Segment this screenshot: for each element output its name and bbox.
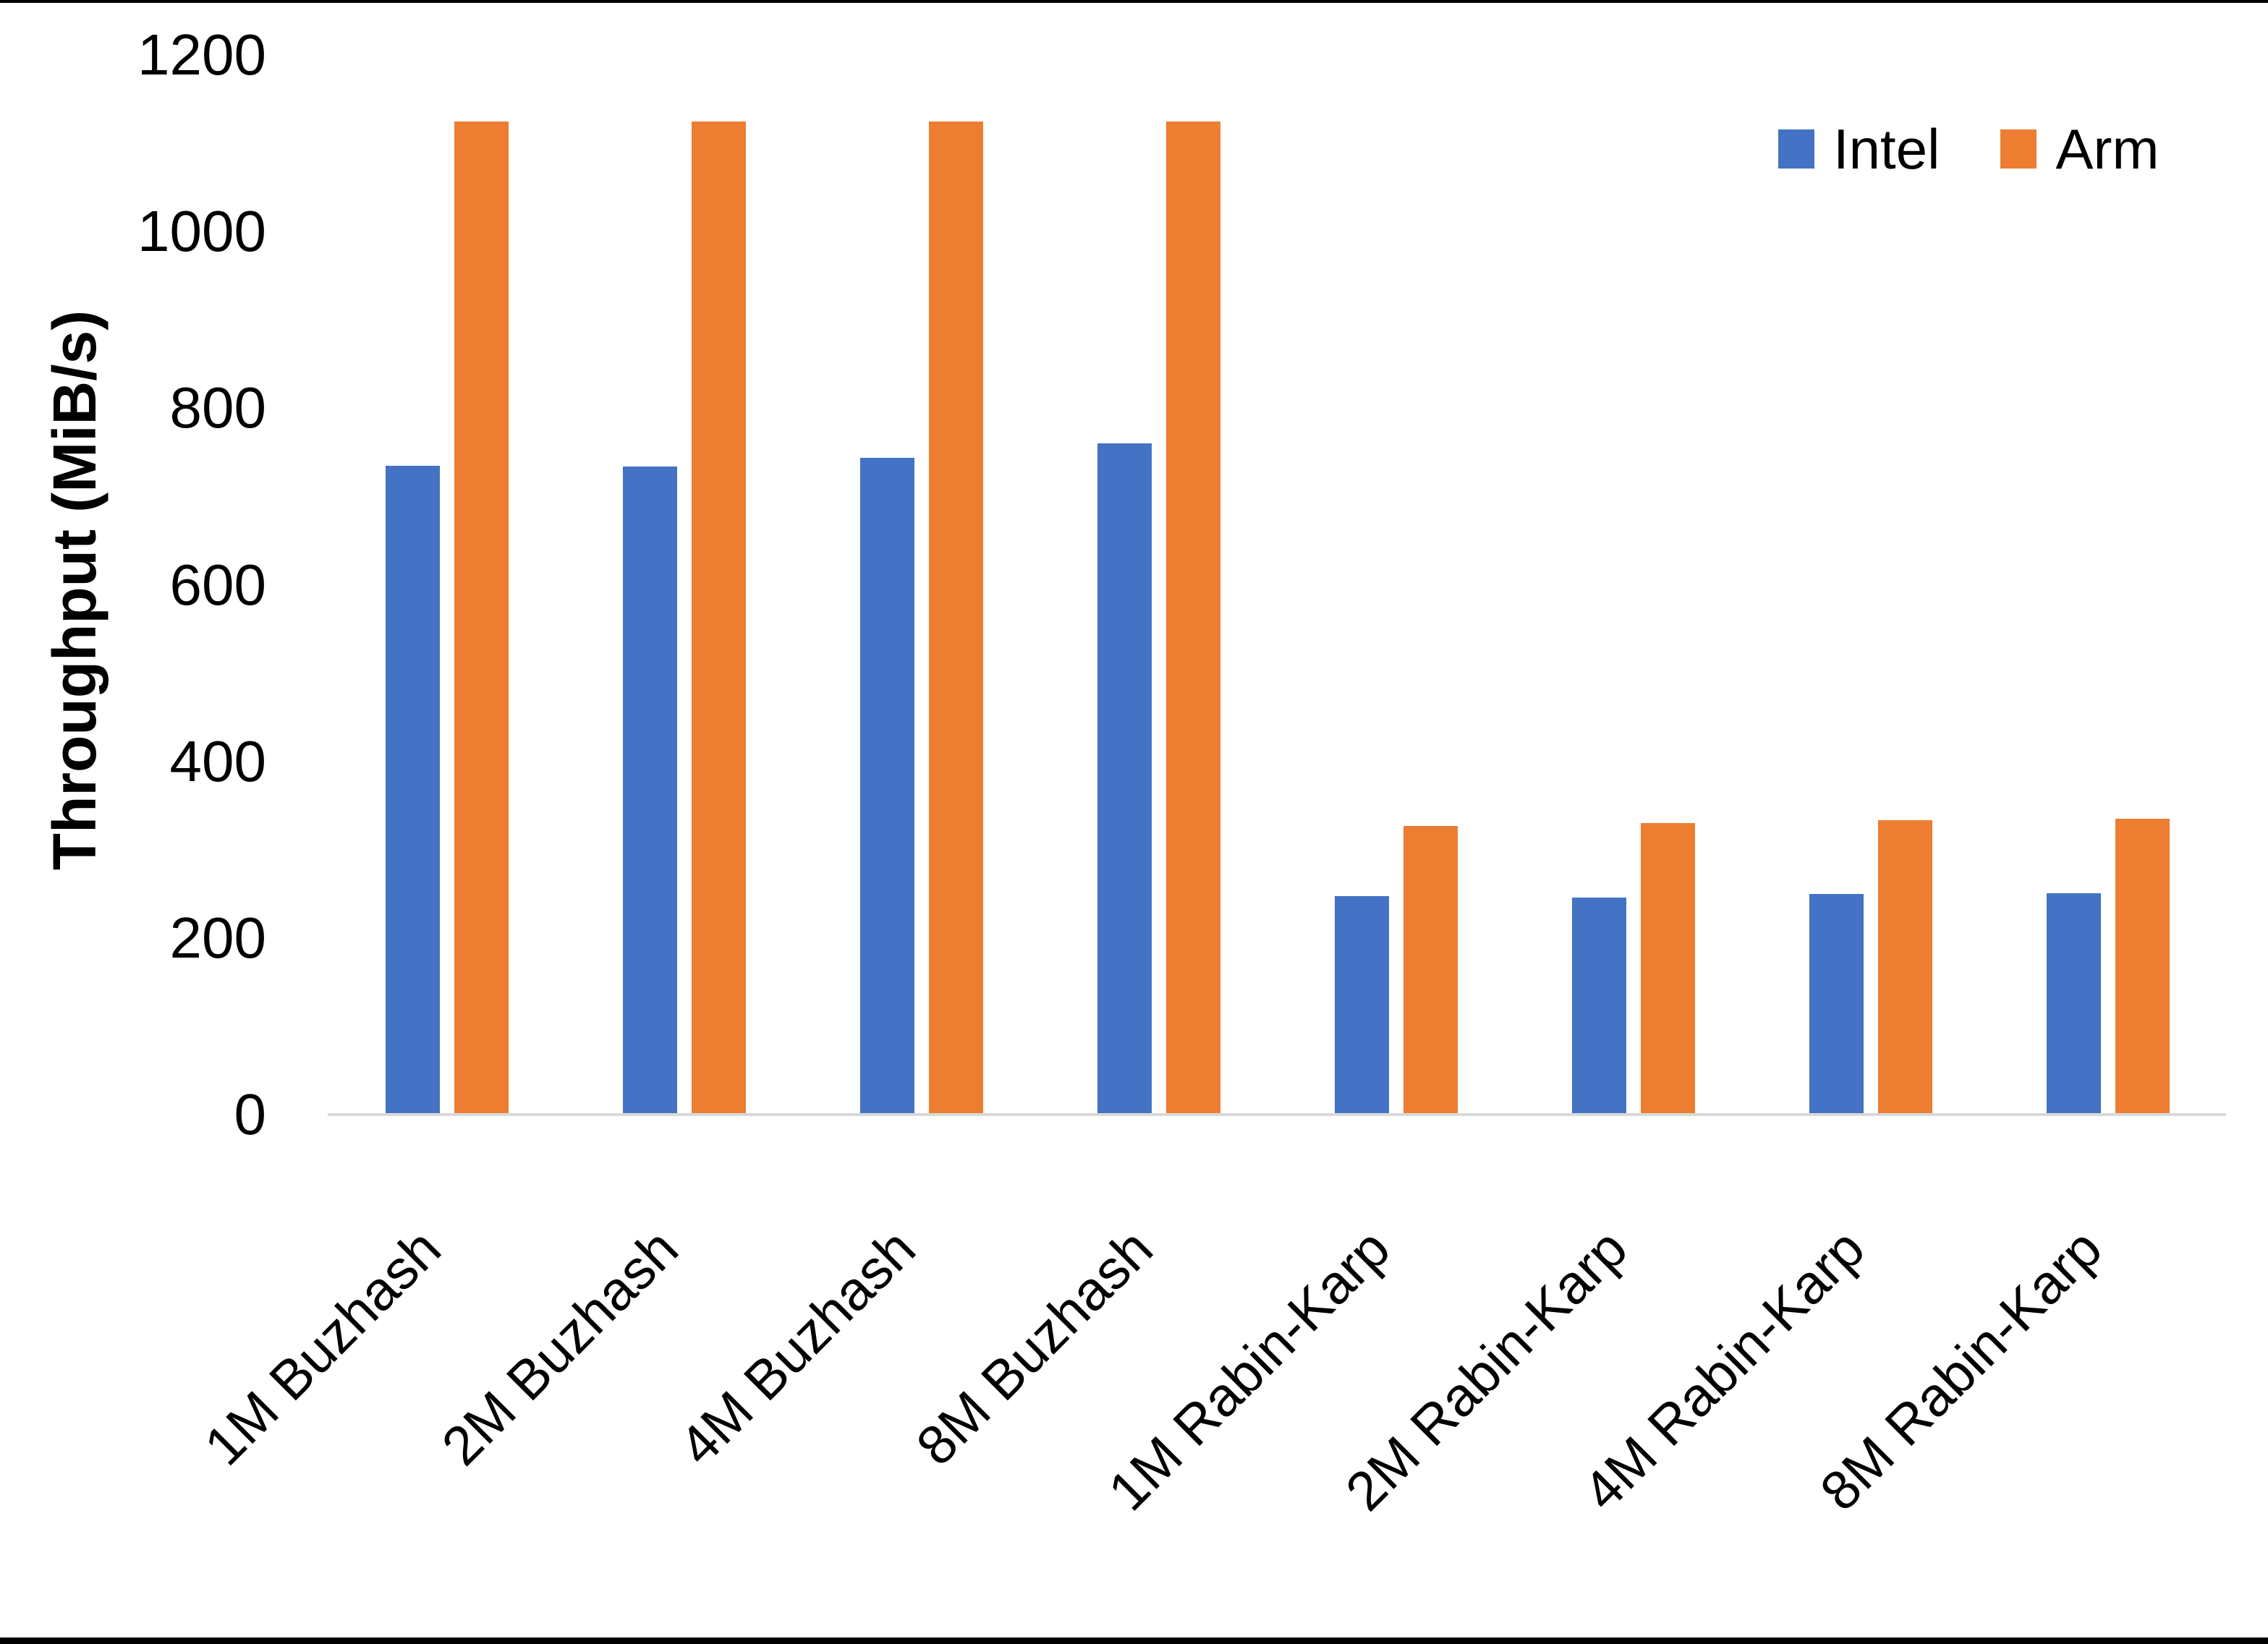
x-category-label-1m-rabin-karp: 1M Rabin-Karp bbox=[1097, 1217, 1402, 1523]
x-category-label-4m-rabin-karp: 4M Rabin-Karp bbox=[1571, 1217, 1877, 1523]
x-category-label-4m-buzhash: 4M Buzhash bbox=[667, 1217, 927, 1478]
page-top-edge bbox=[0, 0, 2268, 3]
y-tick-label-800: 800 bbox=[169, 375, 266, 440]
bar-arm-1m-buzhash bbox=[454, 121, 509, 1115]
bar-arm-8m-buzhash bbox=[1166, 121, 1220, 1115]
legend-label-intel: Intel bbox=[1833, 117, 1940, 181]
legend-swatch-arm bbox=[2000, 129, 2037, 169]
y-tick-label-0: 0 bbox=[234, 1082, 267, 1146]
bar-intel-2m-buzhash bbox=[623, 466, 677, 1115]
bar-intel-8m-rabin-karp bbox=[2047, 893, 2101, 1115]
x-category-label-8m-buzhash: 8M Buzhash bbox=[904, 1217, 1165, 1478]
bar-intel-4m-rabin-karp bbox=[1809, 893, 1864, 1115]
x-category-label-8m-rabin-karp: 8M Rabin-Karp bbox=[1809, 1217, 2114, 1523]
bar-intel-1m-rabin-karp bbox=[1335, 896, 1389, 1115]
y-tick-label-400: 400 bbox=[169, 728, 266, 793]
bar-arm-2m-rabin-karp bbox=[1641, 823, 1695, 1115]
y-tick-label-1000: 1000 bbox=[137, 199, 266, 264]
x-axis-line bbox=[328, 1113, 2226, 1116]
bar-intel-8m-buzhash bbox=[1097, 443, 1152, 1115]
bar-arm-8m-rabin-karp bbox=[2115, 819, 2170, 1115]
legend-item-arm: Arm bbox=[2000, 119, 2159, 179]
y-tick-label-600: 600 bbox=[169, 552, 266, 617]
bar-arm-4m-rabin-karp bbox=[1878, 820, 1932, 1115]
bar-intel-1m-buzhash bbox=[386, 465, 440, 1115]
legend-swatch-intel bbox=[1778, 129, 1814, 169]
x-category-label-1m-buzhash: 1M Buzhash bbox=[192, 1217, 453, 1478]
y-tick-label-1200: 1200 bbox=[137, 22, 266, 87]
bar-intel-2m-rabin-karp bbox=[1572, 897, 1626, 1115]
x-category-label-2m-rabin-karp: 2M Rabin-Karp bbox=[1334, 1217, 1639, 1523]
legend-label-arm: Arm bbox=[2055, 117, 2159, 181]
x-category-label-2m-buzhash: 2M Buzhash bbox=[430, 1217, 690, 1478]
bar-arm-1m-rabin-karp bbox=[1403, 825, 1458, 1115]
y-tick-label-200: 200 bbox=[169, 905, 266, 970]
legend: Intel Arm bbox=[1778, 119, 2159, 179]
bar-intel-4m-buzhash bbox=[860, 457, 914, 1115]
bar-arm-2m-buzhash bbox=[692, 121, 746, 1115]
bar-arm-4m-buzhash bbox=[929, 121, 983, 1115]
page-bottom-edge bbox=[0, 1637, 2268, 1644]
legend-item-intel: Intel bbox=[1778, 119, 1940, 179]
